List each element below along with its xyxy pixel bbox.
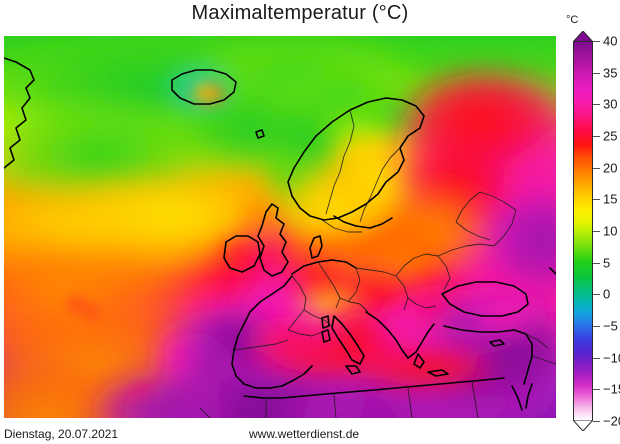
colorbar-tick-label: 10 [603,223,618,239]
colorbar-tick [593,294,600,296]
colorbar-tick [593,167,600,169]
colorbar-tick [593,72,600,74]
colorbar-tick-label: 25 [603,128,618,144]
temperature-map[interactable] [4,36,556,418]
colorbar-tick-label: −15 [603,381,620,397]
colorbar-tick [593,104,600,106]
colorbar-tick-label: 35 [603,65,618,81]
colorbar-tick [593,199,600,201]
colorbar-tick-label: 40 [603,33,618,49]
source-label: www.wetterdienst.de [249,427,360,441]
colorbar-tick-label: −5 [603,318,618,334]
colorbar-tick-label: 30 [603,96,618,112]
colorbar-tick [593,389,600,391]
colorbar-tick [593,326,600,327]
coastline-and-border-overlay [4,57,556,418]
colorbar-ticks: 40 35 30 25 20 15 10 5 0 −5 −10 −15 −20 [573,31,620,431]
colorbar-tick-label: 5 [603,255,611,271]
colorbar: 40 35 30 25 20 15 10 5 0 −5 −10 −15 −20 [573,31,620,431]
colorbar-unit-label: °C [566,14,579,26]
colorbar-tick [593,357,600,359]
colorbar-tick-label: 15 [603,191,618,207]
colorbar-tick [593,41,600,42]
colorbar-under-arrow [573,420,593,431]
colorbar-tick-label: −10 [603,350,620,366]
colorbar-tick [593,421,600,422]
colorbar-tick [593,231,600,232]
temperature-field-anomalies [4,36,556,418]
date-label: Dienstag, 20.07.2021 [4,427,119,441]
page-title: Maximaltemperatur (°C) [191,2,409,24]
colorbar-over-arrow [573,31,593,42]
colorbar-tick-label: 20 [603,160,618,176]
colorbar-tick [593,136,600,137]
colorbar-tick [593,262,600,264]
colorbar-tick-label: −20 [603,413,620,429]
colorbar-tick-label: 0 [603,286,611,302]
